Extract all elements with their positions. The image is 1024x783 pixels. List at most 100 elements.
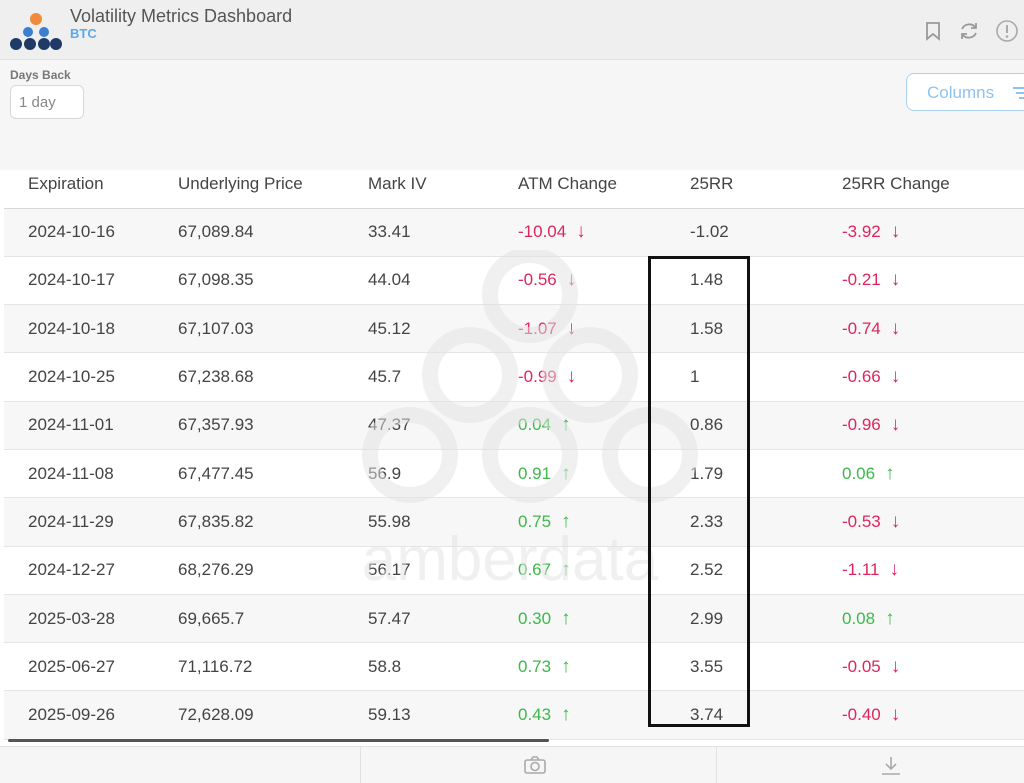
cell-mark-iv-value: 56.9 (368, 463, 402, 483)
col-25rr[interactable]: 25RR (660, 160, 812, 209)
cell-25rr-change-value: -0.21 (842, 270, 881, 290)
horizontal-scrollbar[interactable] (8, 739, 549, 742)
cell-mark-iv-value: 45.12 (368, 318, 411, 338)
cell-25rr: 3.55 (660, 642, 812, 692)
cell-expiration-value: 2024-10-17 (28, 270, 115, 290)
cell-25rr-change-value: -0.05 (842, 656, 881, 676)
arrow-down-icon: ↓ (890, 269, 901, 291)
cell-mark-iv: 45.12 (344, 304, 494, 354)
cell-expiration-value: 2025-09-26 (28, 705, 115, 725)
arrow-up-icon: ↑ (561, 607, 571, 629)
arrow-up-icon: ↑ (885, 462, 895, 484)
col-mark-iv[interactable]: Mark IV (344, 160, 494, 209)
cell-underlying-price: 67,238.68 (154, 352, 344, 402)
arrow-down-icon: ↓ (576, 221, 586, 243)
arrow-down-icon: ↓ (890, 510, 901, 532)
cell-25rr: 3.74 (660, 690, 812, 740)
cell-25rr-change-value: 0.06 (842, 463, 876, 483)
columns-button[interactable]: Columns (906, 73, 1024, 111)
cell-expiration-value: 2024-11-29 (28, 511, 114, 531)
cell-mark-iv: 57.47 (344, 594, 494, 644)
table-row[interactable]: 2024-10-25 67,238.68 45.7 -0.99 ↓ 1 -0.66 ↓ (4, 352, 1024, 402)
cell-atm-change-value: 0.67 (518, 560, 552, 580)
cell-atm-change: -0.56 ↓ (494, 256, 660, 306)
cell-25rr-change: -1.11 ↓ (812, 546, 1024, 595)
cell-25rr-value: 2.52 (690, 560, 724, 580)
cell-mark-iv-value: 56.17 (368, 560, 411, 580)
cell-25rr-value: 1 (690, 367, 700, 387)
cell-mark-iv-value: 33.41 (368, 222, 411, 242)
cell-underlying-price-value: 67,089.84 (178, 222, 254, 242)
cell-25rr-change-value: 0.08 (842, 608, 876, 628)
cell-25rr-value: 3.55 (690, 656, 724, 676)
cell-atm-change: 0.67 ↑ (494, 546, 660, 595)
cell-underlying-price-value: 67,098.35 (178, 270, 254, 290)
cell-25rr-change-value: -0.74 (842, 318, 881, 338)
cell-atm-change: 0.04 ↑ (494, 401, 660, 450)
camera-icon[interactable] (523, 755, 547, 777)
cell-25rr-change: -0.74 ↓ (812, 304, 1024, 354)
cell-atm-change-value: 0.43 (518, 705, 552, 725)
cell-underlying-price-value: 67,238.68 (178, 367, 254, 387)
cell-25rr-value: 1.58 (690, 318, 724, 338)
table-row[interactable]: 2024-11-08 67,477.45 56.9 0.91 ↑ 1.79 0.06 ↑ (4, 449, 1024, 499)
cell-mark-iv-value: 47.37 (368, 415, 411, 435)
bookmark-icon[interactable] (920, 18, 946, 44)
col-25rr-change[interactable]: 25RR Change (812, 160, 1024, 209)
arrow-down-icon: ↓ (566, 317, 577, 339)
col-atm-change[interactable]: ATM Change (494, 160, 660, 209)
cell-expiration: 2024-10-25 (4, 352, 154, 402)
col-underlying-price[interactable]: Underlying Price (154, 160, 344, 209)
table-row[interactable]: 2024-11-01 67,357.93 47.37 0.04 ↑ 0.86 -0.96 ↓ (4, 401, 1024, 450)
cell-underlying-price: 67,089.84 (154, 208, 344, 257)
table-row[interactable]: 2025-06-27 71,116.72 58.8 0.73 ↑ 3.55 -0.05 ↓ (4, 642, 1024, 692)
arrow-up-icon: ↑ (561, 655, 571, 677)
app-title: Volatility Metrics Dashboard (70, 6, 293, 26)
filter-bar: Days Back 1 day (0, 60, 1024, 170)
arrow-up-icon: ↑ (561, 414, 571, 436)
info-icon[interactable] (994, 18, 1020, 44)
cell-mark-iv: 47.37 (344, 401, 494, 450)
cell-mark-iv-value: 57.47 (368, 608, 411, 628)
asset-label: BTC (70, 26, 97, 41)
cell-underlying-price-value: 69,665.7 (178, 608, 245, 628)
table-row[interactable]: 2024-12-27 68,276.29 56.17 0.67 ↑ 2.52 -1.11 ↓ (4, 546, 1024, 595)
cell-underlying-price-value: 67,477.45 (178, 463, 254, 483)
cell-atm-change-value: -1.07 (518, 318, 557, 338)
cell-mark-iv: 45.7 (344, 352, 494, 402)
refresh-icon[interactable] (956, 18, 982, 44)
columns-button-label: Columns (927, 83, 995, 102)
table-row[interactable]: 2024-10-16 67,089.84 33.41 -10.04 ↓ -1.02 -3.9… (4, 208, 1024, 257)
arrow-down-icon: ↓ (890, 366, 901, 388)
cell-25rr-change-value: -0.53 (842, 511, 881, 531)
cell-mark-iv: 33.41 (344, 208, 494, 257)
cell-25rr-value: 0.86 (690, 415, 724, 435)
cell-expiration: 2025-06-27 (4, 642, 154, 692)
table-row[interactable]: 2024-10-17 67,098.35 44.04 -0.56 ↓ 1.48 -0.21 ↓ (4, 256, 1024, 306)
cell-atm-change-value: -0.56 (518, 270, 557, 290)
arrow-up-icon: ↑ (561, 462, 571, 484)
cell-underlying-price-value: 67,357.93 (178, 415, 254, 435)
cell-mark-iv-value: 55.98 (368, 511, 411, 531)
arrow-up-icon: ↑ (885, 607, 895, 629)
amberdata-logo-icon (10, 13, 62, 50)
cell-expiration-value: 2024-10-16 (28, 222, 115, 242)
header: Volatility Metrics Dashboard BTC (0, 0, 1024, 60)
cell-mark-iv-value: 44.04 (368, 270, 411, 290)
arrow-down-icon: ↓ (889, 559, 900, 581)
download-icon[interactable] (879, 755, 903, 777)
cell-atm-change: 0.75 ↑ (494, 497, 660, 547)
cell-mark-iv-value: 58.8 (368, 656, 402, 676)
days-back-select[interactable]: 1 day (10, 85, 84, 119)
cell-25rr-change-value: -1.11 (842, 560, 880, 580)
cell-atm-change-value: 0.30 (518, 608, 552, 628)
table-row[interactable]: 2024-11-29 67,835.82 55.98 0.75 ↑ 2.33 -0.53 ↓ (4, 497, 1024, 547)
cell-expiration: 2025-03-28 (4, 594, 154, 644)
table-row[interactable]: 2025-03-28 69,665.7 57.47 0.30 ↑ 2.99 0.08 ↑ (4, 594, 1024, 644)
col-expiration[interactable]: Expiration (4, 160, 154, 209)
table-row[interactable]: 2025-09-26 72,628.09 59.13 0.43 ↑ 3.74 -0.40 ↓ (4, 690, 1024, 740)
cell-25rr-value: 1.48 (690, 270, 724, 290)
cell-atm-change: 0.91 ↑ (494, 449, 660, 499)
table-row[interactable]: 2024-10-18 67,107.03 45.12 -1.07 ↓ 1.58 -0.74 ↓ (4, 304, 1024, 354)
cell-25rr-change: -0.21 ↓ (812, 256, 1024, 306)
